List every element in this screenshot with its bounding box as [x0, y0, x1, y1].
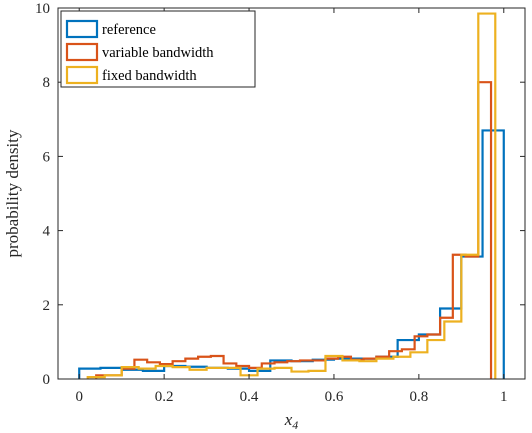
- y-tick-label: 10: [35, 1, 50, 17]
- x-tick-label: 0: [75, 389, 83, 405]
- x-tick-label: 0.8: [409, 389, 428, 405]
- x-tick-label: 0.2: [155, 389, 174, 405]
- x-tick-label: 0.4: [240, 389, 259, 405]
- y-axis-label: probability density: [3, 129, 22, 257]
- legend-label: reference: [102, 22, 156, 38]
- series-fixed-bandwidth: [86, 12, 497, 379]
- legend-label: fixed bandwidth: [102, 68, 197, 84]
- legend-label: variable bandwidth: [102, 45, 214, 61]
- labels-layer: x4 probability density: [3, 129, 298, 432]
- legend-item-variable-bandwidth: variable bandwidth: [65, 42, 214, 62]
- x-axis-label: x4: [284, 410, 299, 432]
- series-variable-bandwidth: [95, 81, 493, 379]
- legend-swatch: [65, 19, 99, 39]
- y-tick-label: 2: [43, 298, 51, 314]
- series-layer: [78, 12, 505, 379]
- legend-item-reference: reference: [65, 19, 156, 39]
- series-outline: [78, 129, 505, 379]
- x-tick-label: 0.6: [325, 389, 344, 405]
- legend-swatch: [65, 65, 99, 85]
- y-tick-label: 6: [43, 149, 51, 165]
- legend-box: [60, 10, 256, 88]
- legend-item-fixed-bandwidth: fixed bandwidth: [65, 65, 197, 85]
- series-outline: [95, 81, 493, 379]
- axes-box: [57, 7, 526, 380]
- y-tick-label: 0: [43, 372, 51, 388]
- x-tick-label: 1: [500, 389, 508, 405]
- series-outline: [86, 12, 497, 379]
- legend-swatch: [65, 42, 99, 62]
- y-tick-label: 8: [43, 75, 51, 91]
- series-reference: [78, 129, 505, 379]
- y-tick-label: 4: [43, 224, 51, 240]
- legend: reference variable bandwidth fixed bandwid…: [60, 10, 256, 88]
